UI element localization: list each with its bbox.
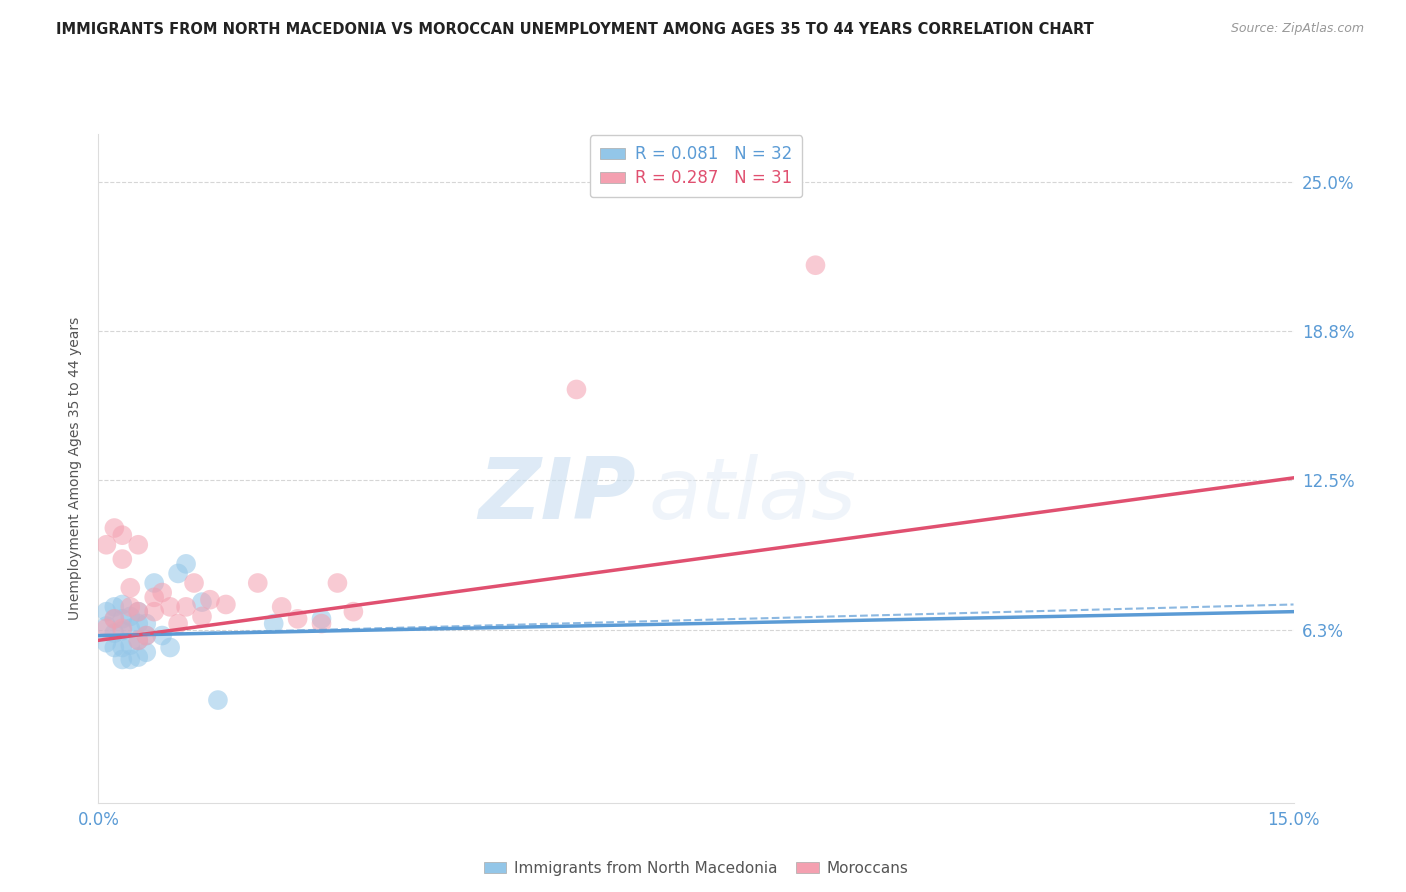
Point (135, 645, 157, 659)
Point (135, 628, 157, 642)
Point (127, 633, 149, 648)
Legend: Immigrants from North Macedonia, Moroccans: Immigrants from North Macedonia, Morocca… (478, 855, 914, 882)
Point (311, 616, 333, 631)
Point (183, 576, 205, 591)
Point (143, 576, 166, 591)
Point (111, 624, 134, 638)
Point (159, 640, 181, 655)
Point (96, 619, 118, 633)
Point (191, 595, 214, 609)
Text: ZIP: ZIP (478, 453, 637, 537)
Point (120, 609, 142, 624)
Point (111, 621, 134, 635)
Point (120, 652, 142, 666)
Point (111, 640, 134, 655)
Point (103, 521, 125, 535)
Point (135, 616, 157, 631)
Point (804, 258, 827, 272)
Point (198, 592, 221, 607)
Point (127, 616, 149, 631)
Point (120, 581, 142, 595)
Point (111, 612, 134, 626)
Point (111, 528, 134, 542)
Point (270, 599, 292, 614)
Point (96, 636, 118, 650)
Point (150, 628, 173, 642)
Text: IMMIGRANTS FROM NORTH MACEDONIA VS MOROCCAN UNEMPLOYMENT AMONG AGES 35 TO 44 YEA: IMMIGRANTS FROM NORTH MACEDONIA VS MOROC… (56, 22, 1094, 37)
Point (150, 585, 173, 599)
Point (96, 605, 118, 619)
Point (159, 599, 181, 614)
Point (215, 598, 238, 612)
Point (96, 621, 118, 635)
Point (287, 612, 309, 626)
Point (111, 652, 134, 666)
Point (103, 612, 125, 626)
Point (120, 621, 142, 635)
Point (143, 591, 166, 605)
Point (311, 612, 333, 626)
Y-axis label: Unemployment Among Ages 35 to 44 years: Unemployment Among Ages 35 to 44 years (69, 317, 83, 620)
Point (174, 599, 197, 614)
Point (127, 633, 149, 648)
Point (103, 612, 125, 626)
Point (103, 640, 125, 655)
Point (103, 626, 125, 640)
Text: atlas: atlas (648, 453, 856, 537)
Point (167, 566, 190, 581)
Text: Source: ZipAtlas.com: Source: ZipAtlas.com (1230, 22, 1364, 36)
Point (263, 616, 285, 631)
Point (111, 552, 134, 566)
Point (143, 605, 166, 619)
Point (167, 616, 190, 631)
Point (103, 599, 125, 614)
Point (127, 605, 149, 619)
Point (111, 598, 134, 612)
Point (127, 538, 149, 552)
Point (127, 650, 149, 665)
Point (207, 693, 229, 707)
Point (246, 576, 269, 591)
Point (174, 557, 197, 571)
Point (120, 638, 142, 652)
Point (191, 609, 214, 624)
Point (565, 383, 588, 397)
Point (96, 538, 118, 552)
Point (120, 599, 142, 614)
Point (342, 605, 364, 619)
Point (326, 576, 349, 591)
Point (127, 605, 149, 619)
Point (135, 628, 157, 642)
